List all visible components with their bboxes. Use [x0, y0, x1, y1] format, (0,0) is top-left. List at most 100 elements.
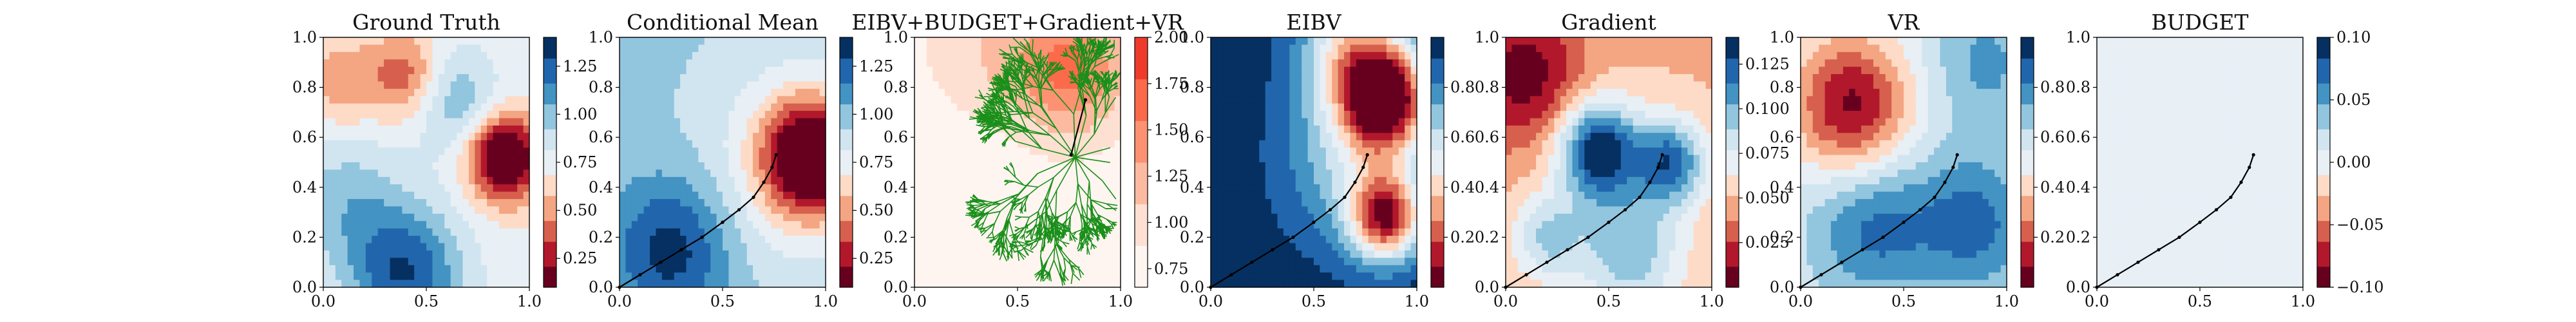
tree-branch [1011, 64, 1018, 71]
heatmap-cell [1066, 228, 1073, 236]
heatmap-cell [402, 228, 409, 236]
heatmap-cell [975, 88, 982, 97]
heatmap-cell [1011, 140, 1018, 148]
tree-branch [1003, 167, 1010, 172]
heatmap-cell [795, 155, 802, 163]
heatmap-cell [1005, 140, 1012, 148]
heatmap-cell [795, 74, 802, 82]
heatmap-cell [487, 272, 494, 281]
heatmap-cell [771, 191, 778, 200]
heatmap-cell [692, 37, 699, 46]
heatmap-cell [384, 74, 391, 82]
heatmap-cell [384, 176, 391, 185]
heatmap-cell [395, 140, 402, 148]
heatmap-cell [764, 184, 772, 193]
heatmap-cell [951, 59, 958, 68]
heatmap-cell [1036, 191, 1043, 200]
colorbar-segment [840, 75, 853, 80]
heatmap-cell [372, 279, 379, 288]
heatmap-cell [1048, 155, 1055, 163]
heatmap-cell [933, 155, 940, 163]
heatmap-cell [631, 162, 638, 171]
heatmap-cell [969, 250, 976, 258]
heatmap-cell [1041, 169, 1048, 178]
heatmap-cell [1108, 140, 1115, 148]
heatmap-cell [372, 111, 379, 119]
heatmap-cell [771, 96, 778, 104]
heatmap-cell [1029, 111, 1036, 119]
tree-branch [987, 123, 997, 135]
tree-branch [978, 199, 988, 206]
heatmap-cell [523, 206, 530, 214]
heatmap-cell [661, 236, 668, 244]
tree-branch [1079, 235, 1084, 240]
heatmap-cell [1072, 191, 1079, 200]
heatmap-cell [789, 125, 796, 133]
heatmap-cell [993, 221, 1000, 229]
heatmap-cell [505, 44, 512, 53]
heatmap-cell [354, 279, 361, 288]
tree-branch [1027, 129, 1043, 149]
heatmap-cell [444, 191, 451, 200]
heatmap-cell [1023, 279, 1030, 288]
heatmap-cell [480, 155, 488, 163]
heatmap-cell [668, 88, 675, 97]
heatmap-cell [359, 169, 366, 178]
heatmap-cell [384, 133, 391, 141]
heatmap-cell [704, 221, 711, 229]
heatmap-cell [933, 236, 940, 244]
heatmap-cell [414, 265, 421, 273]
heatmap-cell [945, 66, 952, 75]
heatmap-cell [686, 103, 693, 111]
heatmap-cell [402, 213, 409, 222]
heatmap-cell [384, 250, 391, 258]
heatmap-cell [993, 236, 1000, 244]
tree-branch [1019, 207, 1023, 211]
heatmap-cell [480, 162, 488, 171]
heatmap-cell [643, 74, 650, 82]
heatmap-cell [1041, 74, 1048, 82]
heatmap-cell [656, 140, 663, 148]
tree-branch [1097, 214, 1107, 220]
heatmap-cell [1059, 243, 1066, 251]
heatmap-cell [938, 184, 945, 193]
heatmap-cell [432, 272, 439, 281]
colorbar-segment [840, 66, 853, 71]
heatmap-cell [487, 125, 494, 133]
tree-branch [1016, 201, 1023, 207]
tree-branch [1014, 226, 1020, 229]
colorbar-segment [840, 232, 853, 238]
heatmap-cell [704, 118, 711, 126]
heatmap-cell [723, 250, 730, 258]
heatmap-cell [462, 258, 469, 266]
heatmap-cell [668, 125, 675, 133]
heatmap-cell [956, 221, 963, 229]
heatmap-cell [920, 250, 927, 258]
heatmap-cell [1114, 199, 1121, 207]
colorbar: 0.250.500.751.001.25 [543, 37, 597, 288]
heatmap-cell [668, 59, 675, 68]
heatmap-cell [764, 81, 772, 90]
heatmap-cell [975, 74, 982, 82]
heatmap-cell [746, 88, 753, 97]
tree-branch [1010, 124, 1027, 131]
heatmap-cell [771, 37, 778, 46]
heatmap-cell [487, 44, 494, 53]
heatmap-cell [432, 118, 439, 126]
heatmap-cell [354, 236, 361, 244]
heatmap-cell [523, 265, 530, 273]
heatmap-cell [1072, 81, 1079, 90]
heatmap-cell [1059, 88, 1066, 97]
tree-branch [1063, 257, 1072, 266]
heatmap-cell [661, 133, 668, 141]
heatmap-cell [926, 88, 933, 97]
heatmap-cell [1018, 155, 1025, 163]
heatmap-cell [795, 133, 802, 141]
heatmap-cell [813, 66, 820, 75]
tree-branch [974, 97, 984, 100]
heatmap-cell [951, 118, 958, 126]
heatmap-cell [710, 258, 717, 266]
heatmap-cell [414, 258, 421, 266]
heatmap-cell [468, 125, 475, 133]
heatmap-cell [511, 133, 518, 141]
